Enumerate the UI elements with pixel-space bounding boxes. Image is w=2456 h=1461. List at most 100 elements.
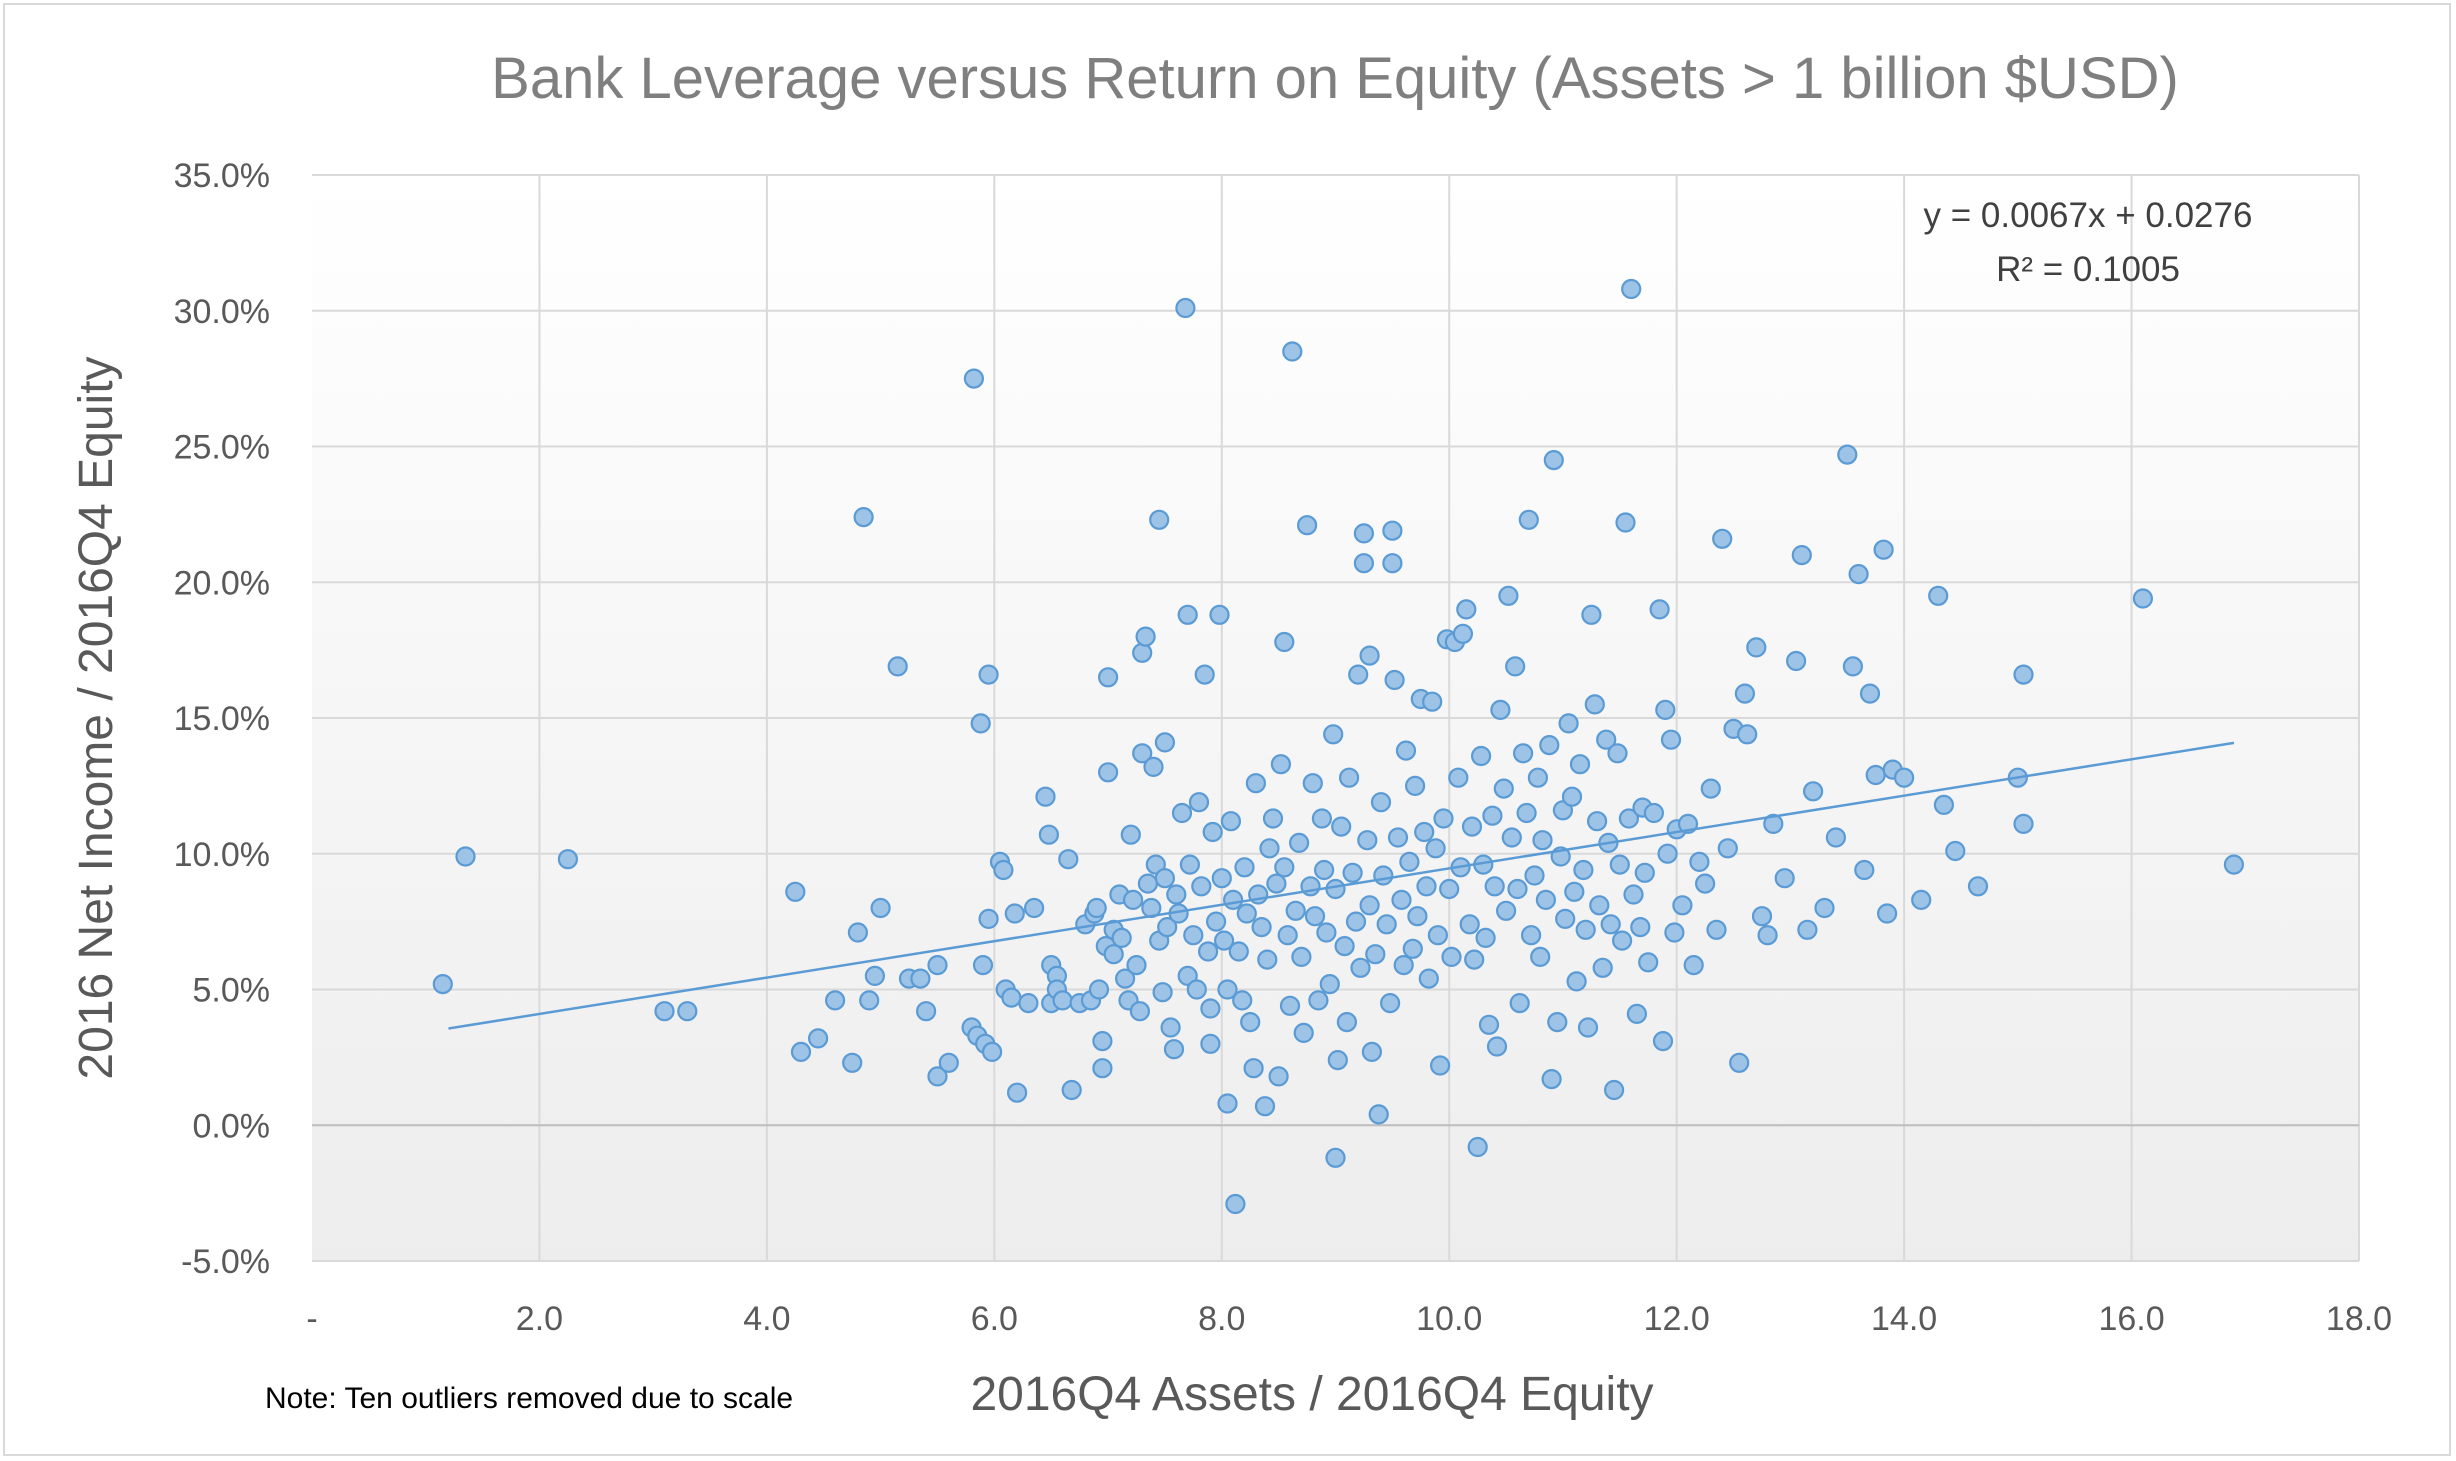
data-point [1234,857,1255,878]
data-point [1274,631,1295,653]
data-point [1441,946,1462,968]
data-point [972,954,994,976]
data-point [910,968,931,989]
data-point [1404,775,1426,797]
data-point [1097,762,1119,783]
data-point [1694,873,1716,894]
data-point [1657,843,1678,864]
data-point [1279,995,1301,1016]
y-tick-label: 30.0% [174,293,270,331]
data-point [1086,897,1107,919]
data-point [1152,982,1173,1003]
data-point [677,1001,698,1022]
data-point [1311,808,1333,829]
data-point [1535,889,1557,911]
data-point [1217,979,1238,1000]
data-point [1163,1039,1185,1060]
data-point [1308,990,1329,1011]
data-point [1564,881,1585,902]
data-point [1495,900,1517,921]
x-tick-label: 16.0 [2098,1300,2164,1338]
data-point [1361,1041,1383,1063]
y-tick-label: 35.0% [174,157,270,195]
data-point [1213,930,1235,951]
data-point [1296,515,1318,536]
data-point [938,1052,959,1073]
y-tick-label: 25.0% [174,429,270,467]
data-point [1209,604,1230,625]
y-tick-label: -5.0% [181,1243,270,1281]
data-point [1448,767,1469,788]
data-point [1061,1079,1082,1101]
data-point [1573,859,1594,881]
data-point [963,368,985,389]
data-point [2013,813,2034,835]
data-point [1638,952,1659,973]
data-point [1422,691,1443,712]
data-point [1607,743,1628,764]
data-point [1516,802,1537,824]
data-point [1418,968,1439,989]
data-point [1774,868,1795,889]
x-tick-label: 4.0 [743,1300,790,1338]
data-point [1132,642,1153,663]
x-tick-label: 18.0 [2326,1300,2392,1338]
data-point [1461,816,1483,837]
data-point [1202,821,1223,843]
data-point [1407,906,1428,927]
data-point [1558,713,1579,734]
data-point [1672,895,1693,916]
data-point [1751,906,1773,927]
data-point [1257,949,1278,970]
data-point [1177,604,1198,625]
data-point [927,1066,948,1087]
data-point [557,849,579,870]
data-point [1006,1082,1028,1103]
data-point [1706,919,1727,940]
data-point [1509,992,1530,1014]
data-point [1302,773,1323,794]
data-point [1433,808,1454,829]
data-point [1160,1017,1181,1038]
y-tick-label: 20.0% [174,564,270,602]
data-point [1035,786,1056,807]
data-point [1293,1022,1314,1044]
data-point [1334,935,1355,957]
data-point [1220,811,1242,832]
data-point [1145,854,1166,875]
data-point [1609,854,1630,875]
data-point [1313,859,1335,881]
data-point [1319,973,1340,995]
data-point [1848,563,1869,585]
data-point [1928,585,1949,606]
trendline-equation: y = 0.0067x + 0.0276 [1924,196,2253,235]
data-point [432,973,453,995]
data-point [1154,732,1176,753]
data-point [1561,786,1583,807]
data-point [1336,1011,1358,1033]
data-point [1911,889,1932,911]
data-point [785,881,806,902]
data-point [1501,827,1522,848]
data-point [1177,965,1198,987]
data-point [824,990,846,1011]
data-point [1541,1068,1562,1090]
data-point [864,965,886,987]
axes: - 2.0 4.0 6.0 8.0 10.0 12.0 14.0 16.0 18.0 -5.0% 0.… [174,157,2393,1338]
data-point [1581,604,1602,625]
data-point [1236,903,1257,924]
data-point [1166,884,1187,905]
data-point [807,1028,829,1049]
data-point [1270,754,1292,775]
gridlines [312,174,2360,1262]
data-point [1232,990,1253,1011]
data-point [1379,992,1401,1014]
data-point [1859,683,1881,704]
data-point [1527,767,1549,788]
data-point [1660,729,1682,750]
data-point [1555,908,1576,930]
data-point [1018,992,1039,1014]
data-point [1359,895,1380,916]
data-point [1452,623,1474,644]
